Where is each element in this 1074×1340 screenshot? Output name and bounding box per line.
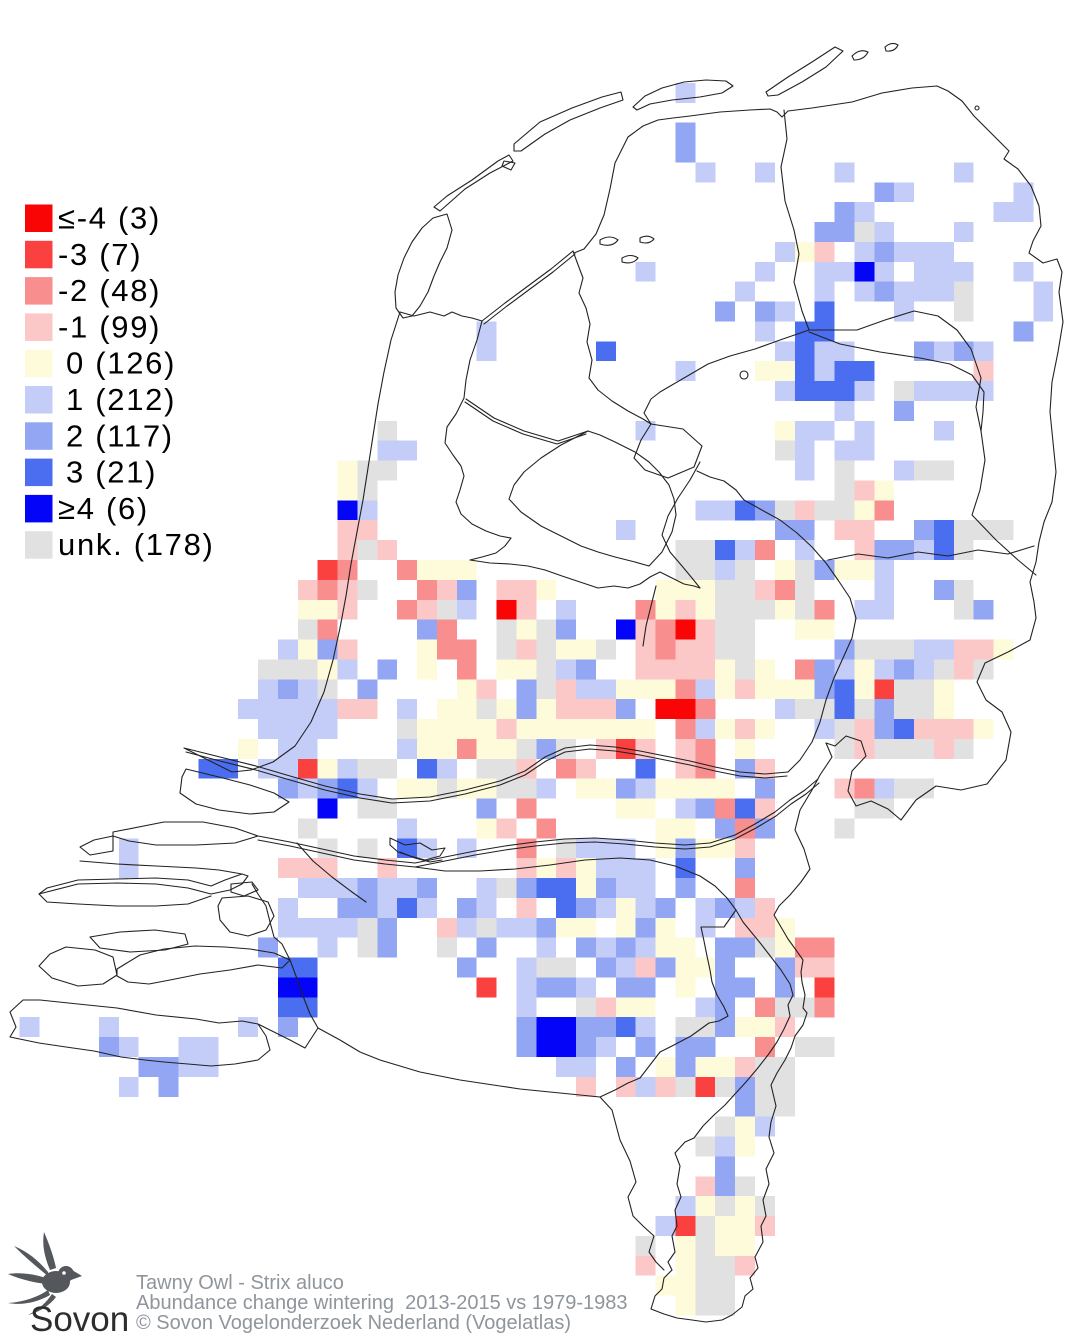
svg-text:-2 (48): -2 (48) (58, 273, 161, 308)
svg-text:0 (126): 0 (126) (66, 346, 176, 381)
svg-text:-3 (7): -3 (7) (58, 237, 142, 272)
svg-text:2 (117): 2 (117) (66, 418, 174, 453)
svg-text:Tawny Owl - Strix aluco: Tawny Owl - Strix aluco (136, 1272, 344, 1294)
svg-text:≥4 (6): ≥4 (6) (58, 491, 149, 526)
svg-text:© Sovon Vogelonderzoek Nederla: © Sovon Vogelonderzoek Nederland (Vogela… (136, 1312, 571, 1334)
svg-text:≤-4 (3): ≤-4 (3) (58, 201, 161, 236)
svg-text:Sovon: Sovon (30, 1300, 129, 1339)
svg-text:1 (212): 1 (212) (66, 382, 176, 417)
svg-text:-1 (99): -1 (99) (58, 309, 161, 344)
svg-text:3 (21): 3 (21) (66, 455, 157, 490)
svg-text:Abundance change wintering 20: Abundance change wintering 2013-2015 vs … (136, 1292, 627, 1314)
svg-text:unk. (178): unk. (178) (58, 527, 215, 562)
